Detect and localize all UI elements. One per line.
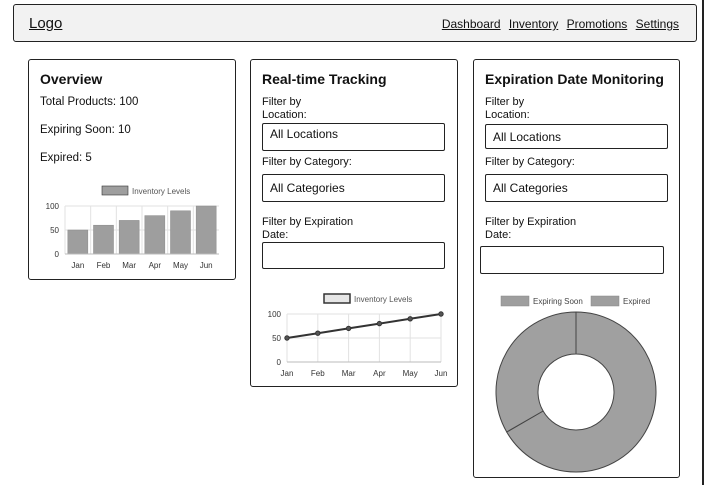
y-tick-label: 100	[268, 310, 282, 319]
bar	[118, 220, 140, 255]
x-tick-label: Feb	[97, 261, 111, 270]
y-tick-label: 50	[50, 226, 59, 235]
bar	[170, 210, 191, 255]
legend-label-expiring: Expiring Soon	[533, 297, 583, 306]
tracking-location-value: All Locations	[270, 127, 339, 141]
overview-title: Overview	[40, 71, 103, 87]
tracking-card: Real-time Tracking Filter by Location: Al…	[250, 59, 458, 387]
tracking-location-label: Filter by Location:	[262, 96, 307, 121]
x-tick-label: Jan	[71, 261, 84, 270]
nav-settings[interactable]: Settings	[635, 17, 679, 31]
expiration-title: Expiration Date Monitoring	[485, 71, 664, 87]
bar	[144, 215, 166, 255]
expiration-location-label: Filter by Location:	[485, 96, 530, 121]
x-tick-label: May	[403, 369, 418, 378]
legend-label: Inventory Levels	[354, 295, 412, 304]
data-point	[407, 316, 413, 322]
expiration-location-value: All Locations	[493, 129, 562, 144]
y-tick-label: 100	[46, 202, 60, 211]
main-nav: Dashboard Inventory Promotions Settings	[437, 17, 679, 31]
pie-slice-1	[495, 311, 577, 433]
tracking-category-value: All Categories	[270, 181, 345, 195]
legend-swatch-expiring	[500, 295, 530, 307]
expiration-date-input[interactable]	[480, 246, 664, 274]
x-tick-label: Mar	[122, 261, 136, 270]
expired-count: Expired: 5	[40, 152, 92, 164]
expiration-date-label: Filter by Expiration Date:	[485, 216, 577, 241]
tracking-category-label: Filter by Category:	[262, 156, 352, 168]
nav-dashboard[interactable]: Dashboard	[441, 17, 501, 31]
tracking-expiration-label: Filter by Expiration Date:	[262, 216, 354, 241]
expiration-location-select[interactable]: All Locations	[485, 124, 668, 149]
x-tick-label: Apr	[373, 369, 386, 378]
overview-card: Overview Total Products: 100 Expiring So…	[28, 59, 236, 280]
legend-swatch-expired	[590, 295, 620, 307]
legend-swatch	[101, 185, 129, 196]
x-tick-label: Jun	[435, 369, 448, 378]
x-tick-label: May	[173, 261, 188, 270]
bar	[93, 224, 114, 255]
x-tick-label: Mar	[342, 369, 356, 378]
nav-inventory[interactable]: Inventory	[508, 17, 559, 31]
x-tick-label: Jan	[281, 369, 294, 378]
y-tick-label: 50	[272, 334, 281, 343]
data-point	[345, 325, 352, 332]
legend-label: Inventory Levels	[132, 187, 190, 196]
window-edge	[702, 0, 704, 485]
legend-swatch	[323, 293, 351, 304]
y-tick-label: 0	[277, 358, 282, 367]
x-tick-label: Jun	[200, 261, 213, 270]
expiration-category-select[interactable]: All Categories	[485, 174, 668, 202]
data-point	[284, 335, 290, 341]
expiration-donut-chart: Expiring Soon Expired	[495, 295, 657, 473]
top-header: Logo Dashboard Inventory Promotions Sett…	[13, 4, 697, 42]
pie-slice-0	[506, 311, 657, 473]
data-point	[438, 311, 444, 317]
overview-bar-chart: Inventory Levels 0 50 100 Jan Feb Mar Apr May Jun	[46, 185, 219, 270]
expiration-category-value: All Categories	[493, 181, 568, 195]
x-tick-label: Feb	[311, 369, 325, 378]
expiration-card: Expiration Date Monitoring Filter by Loca…	[473, 59, 680, 478]
total-products: Total Products: 100	[40, 96, 139, 108]
nav-promotions[interactable]: Promotions	[566, 17, 628, 31]
tracking-line-chart: Inventory Levels 0 50 100 Jan Feb Mar Apr May Jun	[268, 293, 448, 378]
data-point	[315, 330, 321, 336]
bar	[195, 205, 217, 255]
tracking-category-select[interactable]: All Categories	[262, 174, 445, 202]
tracking-title: Real-time Tracking	[262, 71, 387, 87]
data-point	[376, 320, 383, 327]
y-tick-label: 0	[55, 250, 60, 259]
tracking-location-select[interactable]: All Locations	[262, 123, 445, 151]
logo-link[interactable]: Logo	[29, 15, 63, 32]
x-tick-label: Apr	[149, 261, 162, 270]
bar	[67, 229, 89, 255]
legend-label-expired: Expired	[623, 297, 650, 306]
expiration-category-label: Filter by Category:	[485, 156, 575, 168]
expiring-soon-count: Expiring Soon: 10	[40, 124, 131, 136]
tracking-expiration-input[interactable]	[262, 242, 445, 269]
series-line	[286, 313, 442, 339]
